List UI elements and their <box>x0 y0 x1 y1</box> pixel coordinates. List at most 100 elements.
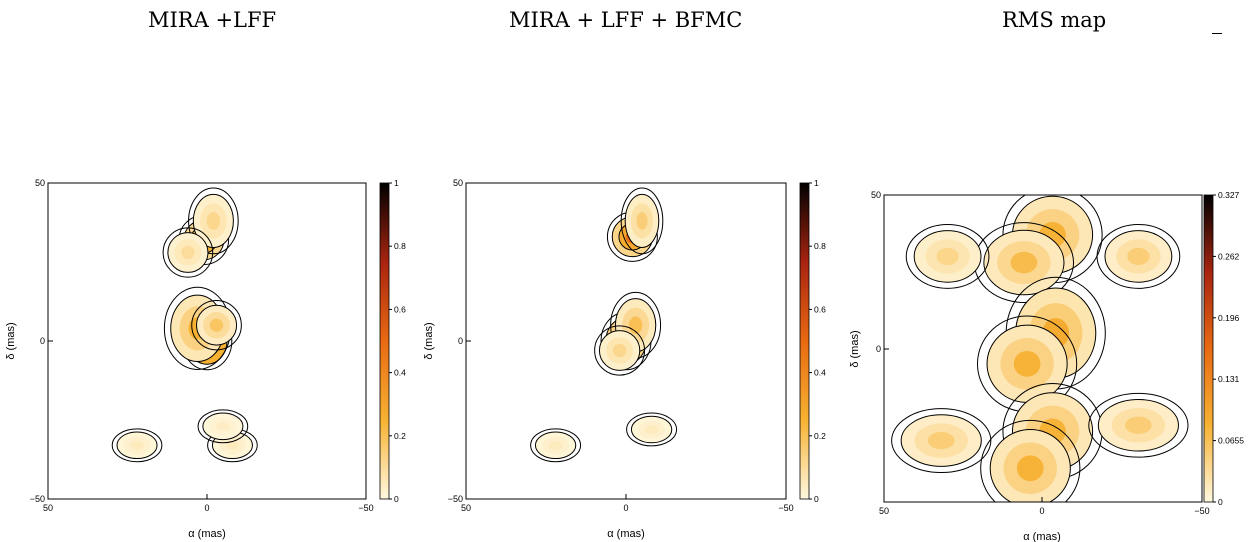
x-tick-label: 50 <box>43 503 53 513</box>
colorbar-gradient <box>799 182 810 500</box>
y-tick-label: 0 <box>458 336 463 346</box>
colorbar-tick-label: 0.327 <box>1218 190 1240 200</box>
image-area <box>111 187 258 463</box>
colorbar-tick-label: 0 <box>1218 497 1223 507</box>
source-3 <box>594 325 646 376</box>
x-tick-label: −50 <box>1194 506 1209 516</box>
contour-outer <box>980 419 1081 502</box>
colorbar-gradient <box>379 182 390 500</box>
y-tick-label: −50 <box>30 494 45 504</box>
contour-outer <box>626 412 678 447</box>
colorbar-tick-label: 0 <box>814 494 819 504</box>
colorbar-tick-label: 1 <box>394 178 399 188</box>
image-area <box>530 187 678 463</box>
source-6 <box>162 227 214 278</box>
emission-peak <box>1013 350 1041 377</box>
colorbar: 1 0.8 0.6 0.4 0.2 0 <box>799 178 826 504</box>
contour-outer <box>905 223 990 289</box>
emission-peak <box>1010 251 1038 274</box>
contour-outer <box>620 187 664 255</box>
contour-outer <box>188 187 239 255</box>
colorbar-tick-label: 0.4 <box>814 368 826 378</box>
x-tick-label: 50 <box>879 506 889 516</box>
contour-outer <box>891 408 992 474</box>
contour-outer <box>111 428 163 463</box>
source-6 <box>976 315 1078 413</box>
colorbar-tick-label: 0.196 <box>1218 313 1240 323</box>
colorbar-tick-label: 0.0655 <box>1218 436 1244 446</box>
contour-outer <box>197 409 249 444</box>
colorbar-tick-label: 0.262 <box>1218 251 1240 261</box>
y-tick-label: 50 <box>453 178 463 188</box>
panel-title-mira-lff-bfmc: MIRA + LFF + BFMC <box>509 8 743 32</box>
contour-outer <box>162 227 214 278</box>
emission-peak <box>636 212 648 230</box>
emission-peak <box>644 425 659 434</box>
colorbar-tick-label: 0.8 <box>814 241 826 251</box>
source-8 <box>207 428 258 463</box>
x-tick-label: 50 <box>461 503 471 513</box>
contour-outer <box>1088 392 1189 458</box>
x-axis-label: α (mas) <box>1023 531 1061 542</box>
x-tick-label: 0 <box>1039 506 1044 516</box>
x-axis-label: α (mas) <box>188 528 226 540</box>
x-tick-label: 0 <box>204 503 209 513</box>
colorbar-tick-label: 0.131 <box>1218 374 1240 384</box>
contour-outer <box>191 300 242 351</box>
emission-peak <box>612 343 627 358</box>
x-tick-label: −50 <box>778 503 793 513</box>
emission-peak <box>225 440 240 450</box>
source-9 <box>980 419 1081 502</box>
source-3 <box>191 300 242 351</box>
colorbar-tick-label: 0.2 <box>394 431 406 441</box>
emission-peak <box>1127 247 1150 265</box>
y-axis-label: δ (mas) <box>849 330 861 367</box>
colorbar-tick-label: 0.2 <box>814 431 826 441</box>
contour-outer <box>594 325 646 376</box>
contour-outer <box>530 428 582 463</box>
emission-peak <box>936 247 959 265</box>
colorbar-tick-label: 0 <box>394 494 399 504</box>
y-tick-label: 0 <box>876 344 881 354</box>
emission-peak <box>927 432 955 450</box>
colorbar: 1 0.8 0.6 0.4 0.2 0 <box>379 178 406 504</box>
source-5 <box>620 187 664 255</box>
source-11 <box>905 223 990 289</box>
source-13 <box>891 408 992 474</box>
source-7 <box>111 428 163 463</box>
source-6 <box>626 412 678 447</box>
colorbar: 0.327 0.262 0.196 0.131 0.0655 0 <box>1203 190 1244 507</box>
x-tick-label: −50 <box>358 503 373 513</box>
emission-peak <box>1016 455 1044 482</box>
y-tick-label: 50 <box>871 190 881 200</box>
emission-peak <box>216 421 230 431</box>
y-tick-label: 50 <box>35 178 45 188</box>
emission-peak <box>548 440 563 450</box>
x-axis-label: α (mas) <box>607 528 645 540</box>
colorbar-tick-label: 0.4 <box>394 368 406 378</box>
panel-title-mira-lff: MIRA +LFF <box>148 8 277 32</box>
emission-peak <box>181 245 195 260</box>
panel-title-rms-map: RMS map <box>1002 8 1107 32</box>
colorbar-tick-label: 0.6 <box>394 304 406 314</box>
x-tick-label: 0 <box>623 503 628 513</box>
colorbar-tick-label: 0.6 <box>814 304 826 314</box>
y-axis-label: δ (mas) <box>423 322 435 359</box>
image-area <box>891 195 1189 502</box>
emission-peak <box>209 318 224 332</box>
emission-peak <box>206 212 221 230</box>
colorbar-tick-label: 1 <box>814 178 819 188</box>
y-axis-label: δ (mas) <box>5 322 17 359</box>
colorbar-tick-label: 0.8 <box>394 241 406 251</box>
colorbar-gradient <box>1203 194 1214 503</box>
source-7 <box>530 428 582 463</box>
y-tick-label: −50 <box>448 494 463 504</box>
corner-dash-mark <box>1212 33 1222 34</box>
contour-outer <box>1096 223 1181 289</box>
source-12 <box>1088 392 1189 458</box>
y-tick-label: 0 <box>40 336 45 346</box>
